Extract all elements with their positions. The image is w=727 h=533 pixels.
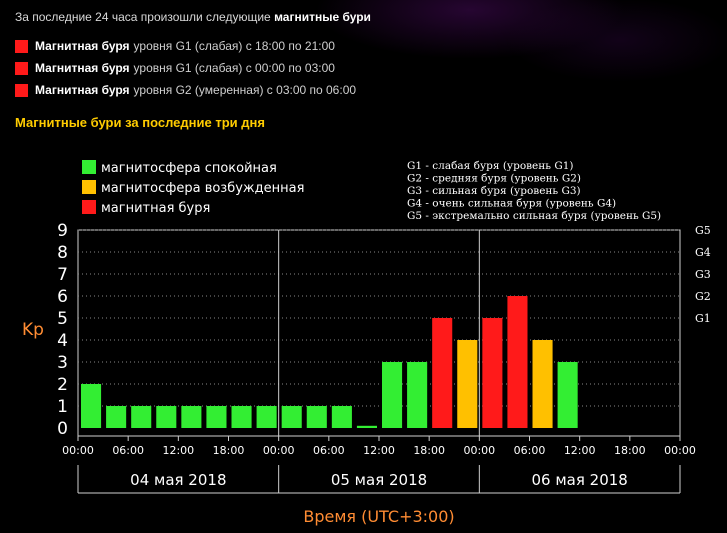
kp-bar <box>457 340 478 428</box>
kp-bar <box>131 406 152 428</box>
y-tick-label: 2 <box>57 375 68 395</box>
x-tick-label: 00:00 <box>263 444 295 457</box>
y-tick-label: 9 <box>57 221 68 241</box>
g-level-label: G5 <box>695 224 711 237</box>
kp-bar <box>407 362 428 428</box>
g-legend-item: G5 - экстремально сильная буря (уровень … <box>407 210 661 222</box>
kp-bar <box>231 406 252 428</box>
storm-title: Магнитная буря <box>35 83 130 97</box>
g-legend-item: G1 - слабая буря (уровень G1) <box>407 160 574 172</box>
legend-swatch <box>82 180 96 194</box>
kp-bar <box>81 384 102 428</box>
kp-bar <box>181 406 202 428</box>
g-legend-item: G2 - средняя буря (уровень G2) <box>407 173 581 185</box>
kp-bar <box>206 406 227 428</box>
storm-text: уровня G2 (умеренная) с 03:00 по 06:00 <box>133 83 357 97</box>
legend-label: магнитосфера спокойная <box>101 161 277 176</box>
kp-bar <box>331 406 352 428</box>
storm-marker-icon <box>15 83 28 97</box>
x-tick-label: 06:00 <box>112 444 144 457</box>
x-tick-label: 06:00 <box>313 444 345 457</box>
storm-title: Магнитная буря <box>35 39 130 53</box>
x-tick-label: 00:00 <box>463 444 495 457</box>
kp-bar <box>106 406 127 428</box>
kp-bar <box>306 406 327 428</box>
g-level-label: G2 <box>695 290 711 303</box>
legend-label: магнитная буря <box>101 201 210 216</box>
x-axis-label: Время (UTC+3:00) <box>303 507 454 526</box>
storm-marker-icon <box>15 39 28 53</box>
kp-bar <box>532 340 553 428</box>
intro-text: За последние 24 часа произошли следующие… <box>15 10 371 24</box>
y-tick-label: 5 <box>57 309 68 329</box>
y-tick-label: 4 <box>57 331 68 351</box>
x-tick-label: 12:00 <box>564 444 596 457</box>
x-tick-label: 12:00 <box>363 444 395 457</box>
storm-item: Магнитная буря уровня G2 (умеренная) с 0… <box>15 79 356 101</box>
kp-bar <box>156 406 177 428</box>
x-tick-label: 06:00 <box>514 444 546 457</box>
x-tick-label: 00:00 <box>62 444 94 457</box>
legend-swatch <box>82 160 96 174</box>
day-label: 04 мая 2018 <box>130 471 226 489</box>
x-tick-label: 18:00 <box>614 444 646 457</box>
day-label: 05 мая 2018 <box>331 471 427 489</box>
storm-text: уровня G1 (слабая) с 18:00 по 21:00 <box>133 39 335 53</box>
kp-bar <box>256 406 277 428</box>
kp-bar <box>356 425 377 428</box>
kp-bar <box>281 406 302 428</box>
g-level-label: G4 <box>695 246 711 259</box>
y-axis-label: Kp <box>22 320 44 340</box>
kp-bar <box>482 318 503 428</box>
x-tick-label: 18:00 <box>213 444 245 457</box>
x-tick-label: 18:00 <box>413 444 445 457</box>
plot-frame <box>77 229 681 437</box>
y-tick-label: 6 <box>57 287 68 307</box>
kp-bar <box>382 362 403 428</box>
legend-swatch <box>82 200 96 214</box>
storm-title: Магнитная буря <box>35 61 130 75</box>
kp-bar <box>507 296 528 428</box>
g-level-label: G3 <box>695 268 711 281</box>
y-tick-label: 0 <box>57 419 68 439</box>
g-legend-item: G4 - очень сильная буря (уровень G4) <box>407 198 616 210</box>
section-title: Магнитные бури за последние три дня <box>15 115 265 130</box>
storm-marker-icon <box>15 61 28 75</box>
day-label: 06 мая 2018 <box>532 471 628 489</box>
kp-bar <box>432 318 453 428</box>
y-tick-label: 1 <box>57 397 68 417</box>
intro-bold: магнитные бури <box>274 10 371 24</box>
intro-prefix: За последние 24 часа произошли следующие <box>15 10 275 24</box>
storm-text: уровня G1 (слабая) с 00:00 по 03:00 <box>133 61 335 75</box>
legend-label: магнитосфера возбужденная <box>101 181 304 196</box>
x-tick-label: 12:00 <box>162 444 194 457</box>
x-tick-label: 00:00 <box>664 444 696 457</box>
g-level-label: G1 <box>695 312 711 325</box>
y-tick-label: 8 <box>57 243 68 263</box>
kp-bar <box>557 362 578 428</box>
storm-item: Магнитная буря уровня G1 (слабая) с 00:0… <box>15 57 356 79</box>
storm-list: Магнитная буря уровня G1 (слабая) с 18:0… <box>15 35 356 101</box>
y-tick-label: 7 <box>57 265 68 285</box>
y-tick-label: 3 <box>57 353 68 373</box>
storm-item: Магнитная буря уровня G1 (слабая) с 18:0… <box>15 35 356 57</box>
g-legend-item: G3 - сильная буря (уровень G3) <box>407 185 581 197</box>
